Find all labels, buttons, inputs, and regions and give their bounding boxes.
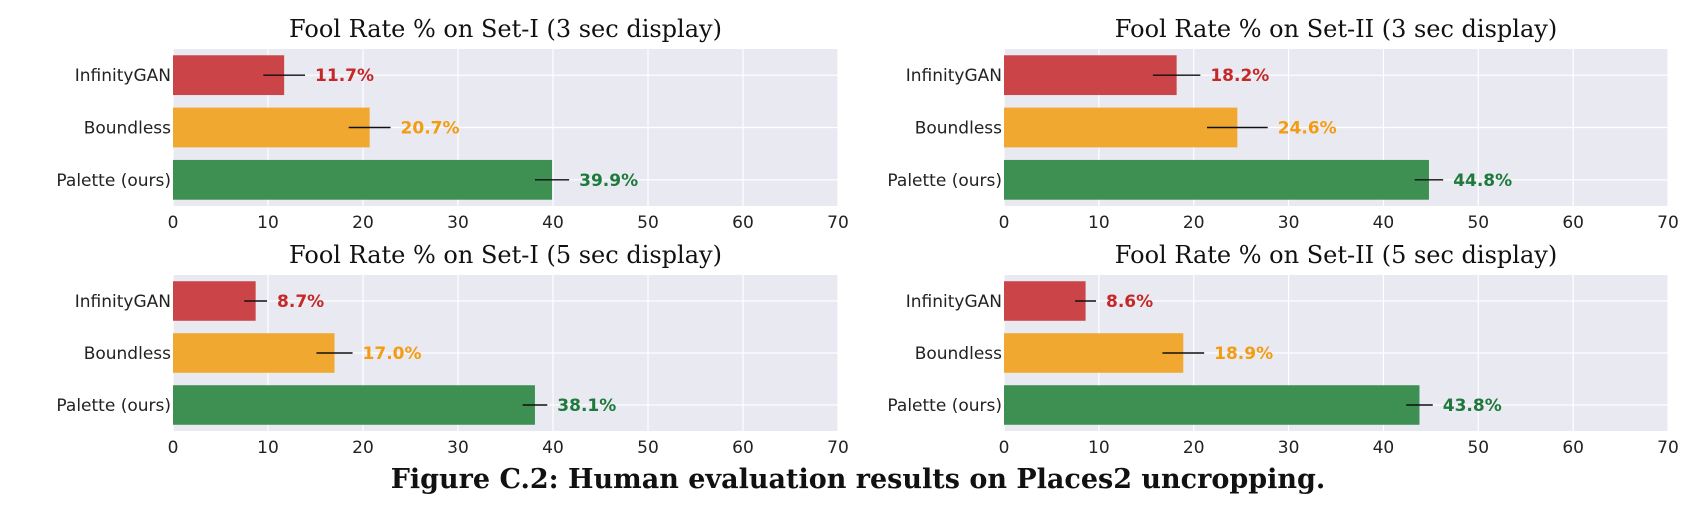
category-label: InfinityGAN: [75, 66, 171, 86]
value-label-infinitygan: 8.7%: [277, 292, 324, 312]
value-label-boundless: 20.7%: [401, 119, 460, 139]
x-tick-label: 60: [732, 438, 754, 458]
x-tick-label: 0: [168, 438, 179, 458]
bar-infinitygan: [173, 281, 256, 321]
x-tick-label: 60: [1562, 213, 1584, 233]
x-tick-label: 30: [1278, 213, 1300, 233]
value-label-infinitygan: 11.7%: [315, 66, 374, 86]
category-label: Palette (ours): [56, 396, 171, 416]
chart-title: Fool Rate % on Set-II (5 sec display): [1115, 241, 1557, 269]
x-tick-label: 0: [999, 213, 1010, 233]
x-tick-label: 60: [1562, 438, 1584, 458]
x-tick-label: 50: [1467, 438, 1489, 458]
value-label-boundless: 17.0%: [363, 344, 422, 364]
x-tick-label: 20: [1183, 438, 1205, 458]
chart-panel-1: Fool Rate % on Set-I (3 sec display) 0 10 2…: [56, 15, 848, 233]
bar-infinitygan: [1004, 55, 1177, 96]
x-tick-label: 70: [1657, 213, 1679, 233]
x-tick-label: 40: [1373, 438, 1395, 458]
value-label-infinitygan: 8.6%: [1106, 292, 1153, 312]
bar-boundless: [1004, 107, 1238, 148]
chart-title: Fool Rate % on Set-I (5 sec display): [289, 241, 722, 269]
x-tick-label: 10: [1088, 213, 1110, 233]
x-tick-label: 20: [352, 438, 374, 458]
x-tick-label: 40: [1373, 213, 1395, 233]
bar-palette: [173, 159, 553, 200]
x-tick-label: 70: [1657, 438, 1679, 458]
value-label-infinitygan: 18.2%: [1210, 66, 1269, 86]
x-tick-label: 50: [1467, 213, 1489, 233]
category-label: InfinityGAN: [906, 292, 1002, 312]
x-tick-label: 0: [168, 213, 179, 233]
bar-palette: [1004, 385, 1420, 425]
x-tick-label: 40: [542, 438, 564, 458]
panels: Fool Rate % on Set-I (3 sec display) 0 10 2…: [56, 15, 1678, 458]
category-label: Palette (ours): [56, 171, 171, 191]
chart-panel-4: Fool Rate % on Set-II (5 sec display) 0 10…: [887, 241, 1678, 458]
x-tick-label: 20: [1183, 213, 1205, 233]
value-label-boundless: 24.6%: [1278, 119, 1337, 139]
x-tick-label: 60: [732, 213, 754, 233]
value-label-palette: 43.8%: [1443, 396, 1502, 416]
x-tick-label: 30: [447, 213, 469, 233]
value-label-boundless: 18.9%: [1214, 344, 1273, 364]
category-label: Boundless: [84, 344, 171, 364]
bar-boundless: [173, 107, 370, 148]
category-label: Boundless: [84, 119, 171, 139]
category-label: Palette (ours): [887, 171, 1002, 191]
x-tick-label: 30: [447, 438, 469, 458]
x-tick-label: 30: [1278, 438, 1300, 458]
value-label-palette: 44.8%: [1453, 171, 1512, 191]
bar-boundless: [1004, 333, 1184, 373]
value-label-palette: 38.1%: [557, 396, 616, 416]
x-tick-label: 40: [542, 213, 564, 233]
bar-boundless: [173, 333, 335, 373]
bar-palette: [173, 385, 535, 425]
category-label: Palette (ours): [887, 396, 1002, 416]
x-tick-label: 10: [1088, 438, 1110, 458]
category-label: Boundless: [915, 344, 1002, 364]
x-tick-label: 50: [637, 438, 659, 458]
figure-caption: Figure C.2: Human evaluation results on …: [391, 464, 1326, 495]
bar-palette: [1004, 159, 1429, 200]
x-tick-label: 50: [637, 213, 659, 233]
x-tick-label: 0: [999, 438, 1010, 458]
chart-title: Fool Rate % on Set-I (3 sec display): [289, 15, 722, 43]
value-label-palette: 39.9%: [579, 171, 638, 191]
category-label: Boundless: [915, 119, 1002, 139]
category-label: InfinityGAN: [75, 292, 171, 312]
x-tick-label: 70: [827, 213, 849, 233]
category-label: InfinityGAN: [906, 66, 1002, 86]
chart-panel-2: Fool Rate % on Set-II (3 sec display) 0 10…: [887, 15, 1678, 233]
x-tick-label: 20: [352, 213, 374, 233]
chart-title: Fool Rate % on Set-II (3 sec display): [1115, 15, 1557, 43]
x-tick-label: 10: [257, 213, 279, 233]
bar-infinitygan: [1004, 281, 1086, 321]
x-tick-label: 70: [827, 438, 849, 458]
chart-panel-3: Fool Rate % on Set-I (5 sec display) 0 10 2…: [56, 241, 848, 458]
x-tick-label: 10: [257, 438, 279, 458]
